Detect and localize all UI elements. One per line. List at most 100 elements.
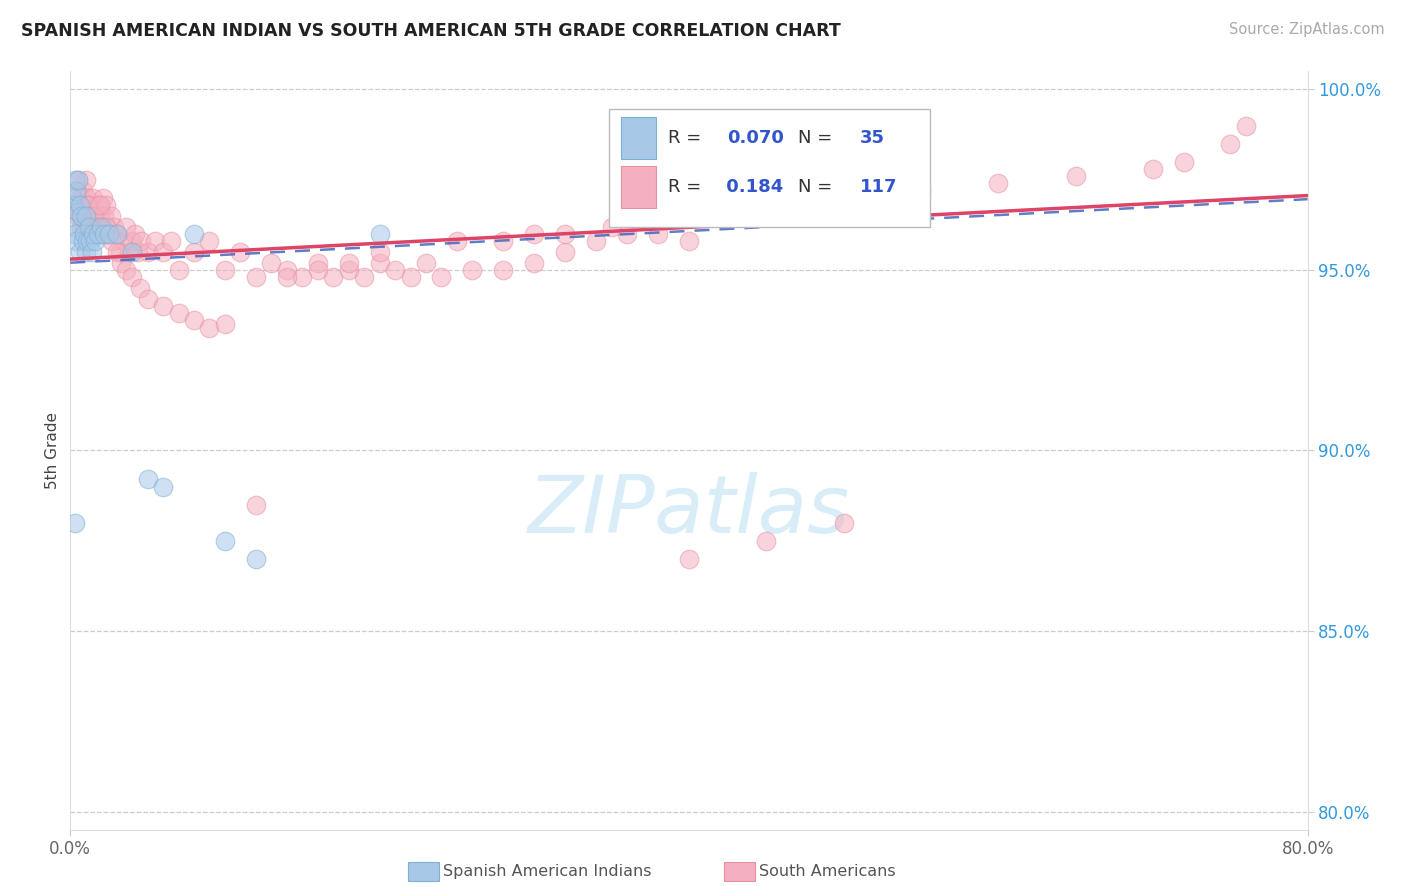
- Point: [101, 234, 124, 248]
- Point: [585, 234, 607, 248]
- Point: [70, 191, 93, 205]
- Point: [70, 219, 93, 234]
- Point: [110, 256, 132, 270]
- Point: [121, 270, 143, 285]
- Point: [446, 234, 468, 248]
- Point: [77, 227, 100, 241]
- Point: [105, 227, 128, 241]
- Point: [245, 270, 267, 285]
- Point: [368, 227, 391, 241]
- Point: [554, 227, 576, 241]
- Point: [69, 198, 91, 212]
- Point: [84, 234, 107, 248]
- Point: [167, 306, 190, 320]
- Point: [93, 209, 115, 223]
- Text: R =: R =: [668, 129, 707, 147]
- Point: [399, 270, 422, 285]
- Point: [72, 234, 94, 248]
- Point: [60, 191, 83, 205]
- Point: [75, 209, 97, 223]
- Point: [1219, 136, 1241, 151]
- Point: [67, 172, 90, 186]
- Bar: [609, 109, 931, 227]
- Point: [214, 317, 236, 331]
- Point: [89, 209, 111, 223]
- Point: [63, 227, 86, 241]
- Point: [65, 234, 87, 248]
- Point: [647, 227, 669, 241]
- Point: [118, 244, 141, 259]
- Point: [678, 209, 700, 223]
- Text: SPANISH AMERICAN INDIAN VS SOUTH AMERICAN 5TH GRADE CORRELATION CHART: SPANISH AMERICAN INDIAN VS SOUTH AMERICA…: [21, 22, 841, 40]
- Text: 0.070: 0.070: [727, 129, 785, 147]
- Point: [67, 209, 90, 223]
- Text: 35: 35: [859, 129, 884, 147]
- Point: [73, 227, 96, 241]
- Point: [82, 219, 105, 234]
- Point: [384, 263, 406, 277]
- Text: ZIPatlas: ZIPatlas: [527, 472, 851, 550]
- Point: [62, 219, 84, 234]
- Point: [87, 198, 110, 212]
- Point: [183, 244, 205, 259]
- Point: [115, 219, 138, 234]
- Point: [77, 198, 100, 212]
- Point: [73, 198, 96, 212]
- Point: [90, 219, 112, 234]
- Point: [492, 234, 515, 248]
- Text: Spanish American Indians: Spanish American Indians: [443, 864, 651, 879]
- Point: [245, 551, 267, 566]
- Bar: [621, 117, 655, 159]
- Point: [492, 263, 515, 277]
- Point: [127, 244, 149, 259]
- Text: N =: N =: [797, 129, 838, 147]
- Point: [461, 263, 484, 277]
- Point: [832, 516, 855, 530]
- Point: [523, 227, 546, 241]
- Point: [98, 227, 120, 241]
- Point: [91, 191, 114, 205]
- Point: [307, 256, 329, 270]
- Point: [84, 209, 107, 223]
- Text: South Americans: South Americans: [759, 864, 896, 879]
- Point: [554, 244, 576, 259]
- Point: [1173, 154, 1195, 169]
- Point: [69, 198, 91, 212]
- Point: [75, 172, 97, 186]
- Point: [72, 209, 94, 223]
- Point: [152, 299, 174, 313]
- Point: [90, 219, 112, 234]
- Point: [214, 263, 236, 277]
- Point: [145, 234, 166, 248]
- Point: [67, 172, 90, 186]
- Point: [307, 263, 329, 277]
- Point: [229, 244, 252, 259]
- Point: [94, 219, 117, 234]
- Point: [75, 219, 97, 234]
- Point: [96, 219, 118, 234]
- Point: [337, 263, 360, 277]
- Point: [82, 209, 105, 223]
- Point: [91, 227, 114, 241]
- Point: [89, 198, 111, 212]
- Point: [523, 256, 546, 270]
- Point: [353, 270, 375, 285]
- Point: [987, 176, 1010, 190]
- Point: [600, 219, 623, 234]
- Point: [76, 234, 98, 248]
- Point: [415, 256, 437, 270]
- Point: [368, 256, 391, 270]
- Y-axis label: 5th Grade: 5th Grade: [45, 412, 60, 489]
- Point: [73, 219, 96, 234]
- Point: [198, 320, 221, 334]
- Point: [124, 227, 146, 241]
- Point: [76, 191, 98, 205]
- Point: [98, 227, 120, 241]
- Point: [69, 244, 91, 259]
- Point: [80, 198, 103, 212]
- Point: [183, 227, 205, 241]
- Point: [131, 234, 153, 248]
- Point: [136, 244, 159, 259]
- Point: [79, 227, 101, 241]
- Point: [105, 244, 128, 259]
